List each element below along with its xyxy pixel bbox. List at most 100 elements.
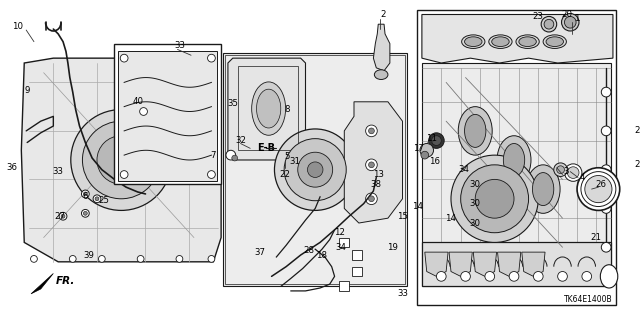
Circle shape xyxy=(31,256,37,262)
Ellipse shape xyxy=(492,37,509,47)
Text: 11: 11 xyxy=(426,134,437,143)
Ellipse shape xyxy=(526,165,560,213)
Circle shape xyxy=(137,256,144,262)
Ellipse shape xyxy=(465,115,486,147)
Polygon shape xyxy=(21,58,221,262)
Circle shape xyxy=(99,256,105,262)
Circle shape xyxy=(208,256,215,262)
Text: 6: 6 xyxy=(83,192,88,201)
Circle shape xyxy=(232,155,237,161)
Circle shape xyxy=(93,195,101,203)
Bar xyxy=(422,242,611,286)
Text: 14: 14 xyxy=(445,214,456,223)
Circle shape xyxy=(95,197,99,201)
Polygon shape xyxy=(474,252,497,276)
Bar xyxy=(352,250,362,260)
Circle shape xyxy=(564,17,576,28)
Text: 13: 13 xyxy=(372,170,384,179)
Text: 18: 18 xyxy=(317,250,328,260)
Text: 8: 8 xyxy=(284,105,290,114)
Circle shape xyxy=(365,193,377,204)
Circle shape xyxy=(83,192,87,196)
Circle shape xyxy=(582,271,591,281)
Polygon shape xyxy=(118,51,217,181)
Circle shape xyxy=(436,271,446,281)
Text: 14: 14 xyxy=(412,202,422,211)
Ellipse shape xyxy=(458,107,492,155)
Circle shape xyxy=(120,54,128,62)
Circle shape xyxy=(420,144,433,157)
Text: 19: 19 xyxy=(387,243,398,252)
Ellipse shape xyxy=(461,35,485,48)
Circle shape xyxy=(275,129,356,211)
Text: 2: 2 xyxy=(380,10,386,19)
Circle shape xyxy=(564,164,582,181)
Text: 30: 30 xyxy=(470,180,481,189)
Text: E-B: E-B xyxy=(257,143,275,153)
Text: 3: 3 xyxy=(564,167,569,176)
Ellipse shape xyxy=(257,89,281,128)
Circle shape xyxy=(298,152,333,187)
Text: 31: 31 xyxy=(289,157,300,167)
Circle shape xyxy=(176,256,183,262)
Ellipse shape xyxy=(489,35,512,48)
Ellipse shape xyxy=(465,37,482,47)
Circle shape xyxy=(61,214,65,218)
Text: 30: 30 xyxy=(470,219,481,227)
Polygon shape xyxy=(522,252,545,276)
Ellipse shape xyxy=(497,136,531,184)
Circle shape xyxy=(533,271,543,281)
Circle shape xyxy=(71,109,172,211)
Circle shape xyxy=(226,150,236,160)
Text: 33: 33 xyxy=(52,167,64,176)
Text: 24: 24 xyxy=(635,126,640,135)
Circle shape xyxy=(97,136,145,184)
Circle shape xyxy=(81,190,89,198)
Ellipse shape xyxy=(543,35,566,48)
Text: 4: 4 xyxy=(579,173,585,182)
Circle shape xyxy=(557,271,567,281)
Text: TK64E1400B: TK64E1400B xyxy=(564,294,613,303)
Circle shape xyxy=(431,136,441,145)
Bar xyxy=(237,66,298,150)
Circle shape xyxy=(369,162,374,168)
Circle shape xyxy=(365,159,377,171)
Circle shape xyxy=(577,168,620,211)
Text: 34: 34 xyxy=(336,243,347,252)
Polygon shape xyxy=(373,24,390,71)
Text: 33: 33 xyxy=(397,289,408,298)
Ellipse shape xyxy=(519,37,536,47)
Circle shape xyxy=(554,163,567,176)
Circle shape xyxy=(544,19,554,29)
Ellipse shape xyxy=(516,35,540,48)
Text: 7: 7 xyxy=(211,151,216,160)
Circle shape xyxy=(69,256,76,262)
Circle shape xyxy=(59,212,67,220)
Circle shape xyxy=(83,211,87,215)
Text: 26: 26 xyxy=(596,180,607,189)
Bar xyxy=(352,267,362,276)
Ellipse shape xyxy=(532,173,554,205)
Circle shape xyxy=(207,171,215,178)
Text: 35: 35 xyxy=(227,99,238,108)
Polygon shape xyxy=(425,252,448,276)
Text: 32: 32 xyxy=(235,136,246,145)
Text: 33: 33 xyxy=(174,41,185,50)
Circle shape xyxy=(369,128,374,134)
Text: 38: 38 xyxy=(371,180,382,189)
Text: 37: 37 xyxy=(255,248,266,256)
Text: 28: 28 xyxy=(303,246,314,255)
Text: 9: 9 xyxy=(24,86,30,95)
Text: 12: 12 xyxy=(334,228,345,237)
Circle shape xyxy=(461,165,529,233)
Text: 36: 36 xyxy=(6,163,17,172)
Ellipse shape xyxy=(252,82,285,135)
Ellipse shape xyxy=(600,265,618,288)
Text: 25: 25 xyxy=(99,196,109,205)
Text: 34: 34 xyxy=(458,165,469,174)
Circle shape xyxy=(461,271,470,281)
Text: 24: 24 xyxy=(635,160,640,169)
Text: 20: 20 xyxy=(561,10,572,19)
Circle shape xyxy=(307,162,323,177)
Circle shape xyxy=(602,242,611,252)
